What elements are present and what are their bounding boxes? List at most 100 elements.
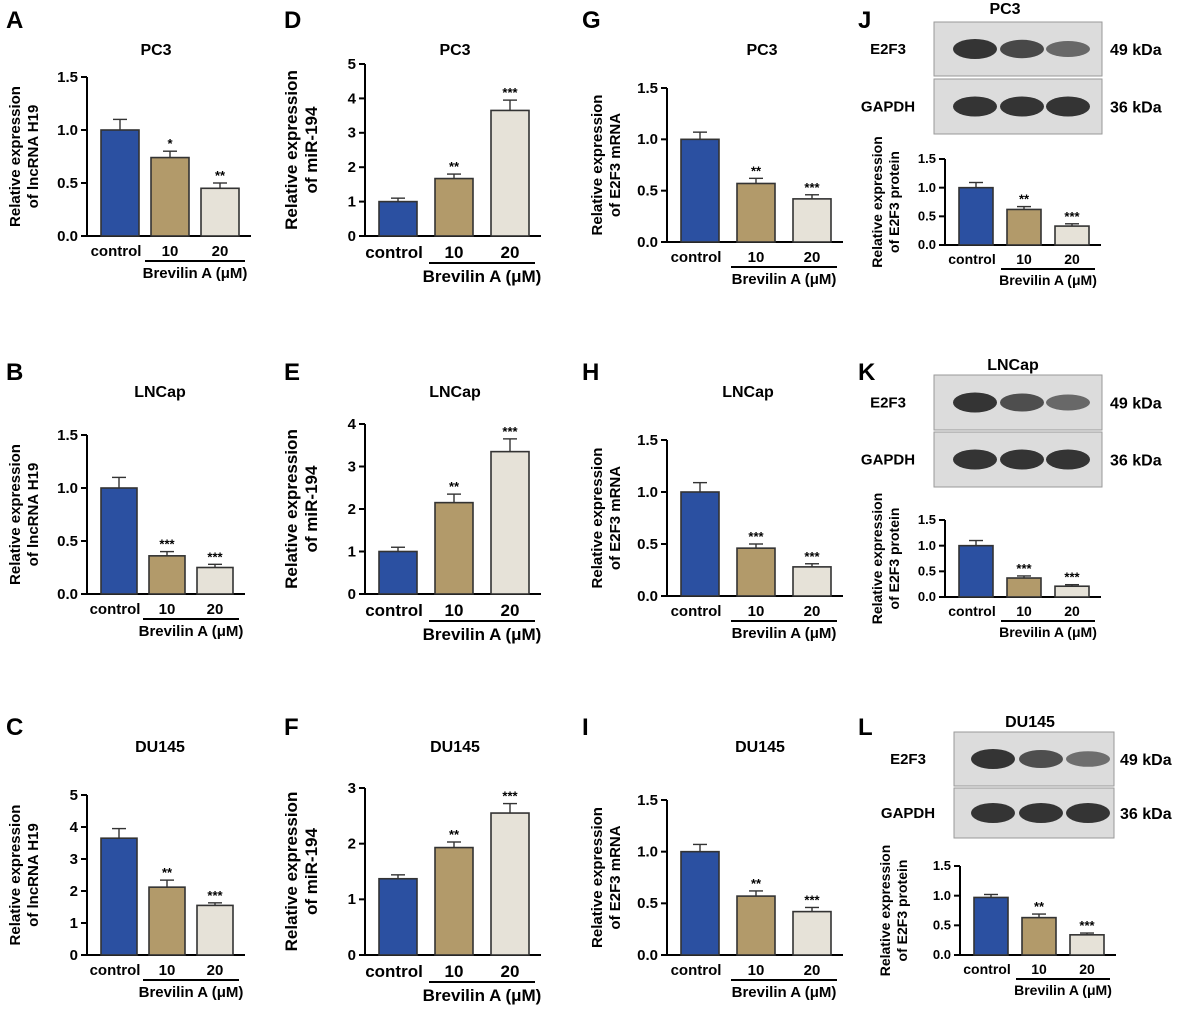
- y-tick-label: 0.0: [637, 234, 658, 251]
- y-tick-label: 0.0: [933, 947, 951, 962]
- y-axis-label-line: of E2F3 protein: [886, 508, 902, 610]
- x-category-label: 20: [804, 962, 821, 979]
- y-tick-label: 1.5: [918, 512, 936, 527]
- bar-20: [196, 904, 234, 956]
- significance-label: **: [449, 159, 460, 174]
- significance-label: **: [449, 827, 460, 842]
- y-tick-label: 0.5: [918, 564, 936, 579]
- y-tick-label: 2: [70, 883, 78, 900]
- chart-panel-j: J 0.0 0.5 1.0 1.5 Relative expression of E2F3 …: [858, 7, 1101, 288]
- bar-20: [792, 566, 832, 597]
- x-category-label: 20: [212, 243, 229, 260]
- bar-control: [958, 544, 994, 598]
- y-axis-label-line: Relative expression: [589, 807, 606, 948]
- x-category-label: control: [90, 962, 141, 979]
- blot-band: [953, 39, 997, 59]
- blot-row-label: E2F3: [890, 751, 926, 768]
- y-tick-label: 3: [348, 780, 356, 797]
- chart-title: PC3: [439, 42, 470, 59]
- y-tick-label: 2: [348, 501, 356, 518]
- significance-label: **: [449, 479, 460, 494]
- panel-letter-a: A: [6, 7, 23, 34]
- x-category-label: 10: [1031, 961, 1047, 977]
- significance-label: ***: [207, 888, 223, 903]
- blot-band: [953, 449, 997, 470]
- y-tick-label: 1.0: [918, 180, 936, 195]
- bar-control: [100, 837, 138, 956]
- significance-label: ***: [1079, 918, 1095, 933]
- y-tick-label: 0: [348, 947, 356, 964]
- group-label: Brevilin A (μM): [139, 623, 244, 640]
- y-tick-label: 3: [348, 458, 356, 475]
- blot-kda-label: 36 kDa: [1110, 453, 1162, 470]
- bar-10: [1006, 577, 1042, 598]
- y-tick-label: 1: [70, 915, 78, 932]
- bar-10: [736, 895, 776, 956]
- significance-label: **: [751, 876, 762, 891]
- bar-20: [490, 109, 530, 237]
- x-category-label: 20: [804, 603, 821, 620]
- x-category-label: control: [963, 961, 1010, 977]
- x-category-label: 10: [162, 243, 179, 260]
- y-axis-label-line: Relative expression: [7, 444, 24, 585]
- y-tick-label: 3: [70, 851, 78, 868]
- blot-row-label: GAPDH: [861, 452, 915, 469]
- significance-label: ***: [502, 85, 518, 100]
- y-axis-label-line: of E2F3 mRNA: [607, 825, 624, 929]
- bar-10: [148, 555, 186, 595]
- blot-kda-label: 36 kDa: [1120, 806, 1172, 823]
- x-category-label: control: [948, 603, 995, 619]
- chart-panel-e: E LNCap 0 1 2 3 4 Relative expression of miR-194…: [282, 359, 541, 644]
- y-axis-label-line: of miR-194: [302, 465, 321, 552]
- chart-panel-h: H LNCap 0.0 0.5 1.0 1.5 Relative expression of …: [582, 359, 843, 642]
- y-tick-label: 1.0: [637, 844, 658, 861]
- significance-label: **: [215, 168, 226, 183]
- y-axis-label-line: Relative expression: [282, 429, 301, 589]
- y-axis-label-line: Relative expression: [877, 845, 893, 977]
- blot-band: [1000, 39, 1044, 59]
- x-category-label: 10: [748, 603, 765, 620]
- y-tick-label: 0.0: [918, 589, 936, 604]
- blot-band: [1000, 393, 1044, 412]
- y-axis-label-line: Relative expression: [282, 70, 301, 230]
- x-category-label: control: [948, 251, 995, 267]
- chart-panel-g: G PC3 0.0 0.5 1.0 1.5 Relative expression of E2…: [582, 7, 843, 288]
- chart-title: LNCap: [429, 384, 481, 401]
- y-tick-label: 1.5: [637, 80, 658, 97]
- y-axis-label-line: of miR-194: [302, 828, 321, 915]
- bar-10: [1006, 208, 1042, 246]
- x-category-label: 20: [501, 601, 520, 620]
- y-axis-label-line: of lncRNA H19: [25, 823, 42, 927]
- y-tick-label: 1.0: [933, 888, 951, 903]
- x-category-label: 20: [1064, 603, 1080, 619]
- x-category-label: 20: [804, 249, 821, 266]
- bar-10: [150, 156, 190, 237]
- chart-title: DU145: [135, 739, 185, 756]
- group-label: Brevilin A (μM): [732, 625, 837, 642]
- western-blot-k: LNCap E2F3 49 kDa GAPDH 36 kDa: [861, 357, 1162, 488]
- x-category-label: 10: [445, 243, 464, 262]
- x-category-label: 10: [748, 962, 765, 979]
- chart-title: PC3: [140, 42, 171, 59]
- group-label: Brevilin A (μM): [999, 272, 1097, 288]
- y-axis-label-line: Relative expression: [7, 805, 24, 946]
- significance-label: ***: [207, 549, 223, 564]
- bar-control: [958, 186, 994, 246]
- significance-label: ***: [159, 537, 175, 552]
- y-axis-label-line: of E2F3 protein: [894, 860, 910, 962]
- y-tick-label: 0.5: [637, 536, 658, 553]
- x-category-label: 10: [445, 601, 464, 620]
- blot-kda-label: 49 kDa: [1120, 752, 1172, 769]
- group-label: Brevilin A (μM): [143, 265, 248, 282]
- x-category-label: 10: [445, 962, 464, 981]
- western-blot-j: PC3 E2F3 49 kDa GAPDH 36 kDa: [861, 1, 1162, 135]
- y-tick-label: 0.0: [57, 586, 78, 603]
- blot-band: [1000, 96, 1044, 117]
- y-tick-label: 1: [348, 543, 356, 560]
- bar-20: [1054, 225, 1090, 246]
- bar-control: [378, 550, 418, 595]
- significance-label: *: [167, 136, 173, 151]
- panel-letter-l: L: [858, 714, 873, 741]
- blot-band: [1046, 96, 1090, 117]
- y-tick-label: 2: [348, 159, 356, 176]
